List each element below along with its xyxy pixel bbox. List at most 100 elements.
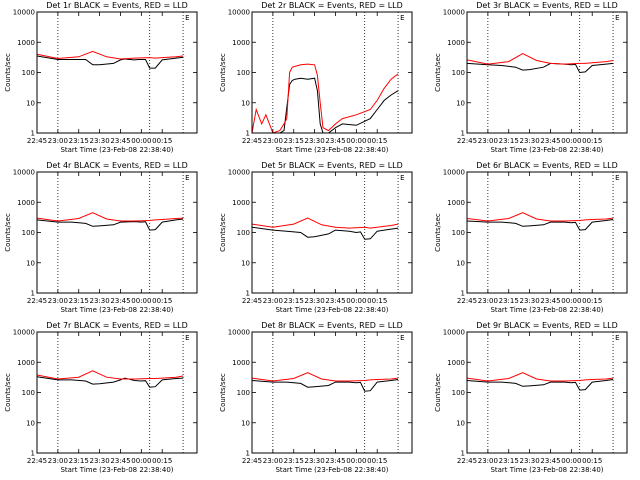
y-tick-label: 1000 (447, 359, 465, 367)
series-lld-line (37, 212, 184, 222)
y-tick-label: 100 (237, 229, 250, 237)
panel-1: Det 1r BLACK = Events, RED = LLD E 1 10 100 1… (4, 1, 198, 154)
x-tick-label: 00:15 (367, 297, 387, 305)
series-lld-line (467, 212, 614, 222)
e-marker-label: E (615, 14, 619, 22)
x-tick-label: 00:15 (152, 297, 172, 305)
x-tick-label: 00:15 (582, 297, 602, 305)
plot-frame (36, 171, 198, 294)
x-tick-label: 23:00 (478, 457, 498, 465)
y-axis-label: Counts/sec (434, 213, 442, 252)
y-tick-label: 1000 (17, 359, 35, 367)
x-tick-label: 00:00 (346, 297, 366, 305)
e-marker-label: E (185, 14, 189, 22)
y-tick-label: 100 (22, 389, 35, 397)
x-tick-label: 23:30 (520, 457, 540, 465)
plot-frame (36, 11, 198, 134)
y-tick-label: 10000 (228, 329, 250, 337)
y-tick-label: 10000 (13, 169, 35, 177)
series-events-line (467, 219, 614, 231)
y-tick-label: 10 (241, 99, 250, 107)
plot-frame (36, 331, 198, 454)
y-tick-label: 10 (26, 99, 35, 107)
e-marker-label: E (400, 334, 404, 342)
x-tick-label: 23:45 (325, 137, 345, 145)
e-marker-label: E (185, 174, 189, 182)
y-tick-label: 10 (241, 419, 250, 427)
y-tick-label: 1 (246, 130, 250, 138)
y-tick-label: 100 (452, 389, 465, 397)
x-tick-label: 23:15 (499, 297, 519, 305)
panel-title: Det 4r BLACK = Events, RED = LLD (46, 161, 188, 170)
x-tick-label: 23:15 (69, 457, 89, 465)
y-axis-label: Counts/sec (4, 53, 12, 92)
series-lld-line (252, 372, 399, 382)
x-tick-label: 23:45 (540, 457, 560, 465)
x-tick-label: 23:00 (263, 457, 283, 465)
y-tick-label: 1000 (232, 359, 250, 367)
x-tick-label: 23:00 (478, 297, 498, 305)
y-tick-label: 100 (452, 69, 465, 77)
x-axis-label: Start Time (23-Feb-08 22:38:40) (275, 146, 388, 154)
x-tick-label: 23:30 (90, 297, 110, 305)
x-tick-label: 00:00 (131, 457, 151, 465)
y-tick-label: 1000 (447, 39, 465, 47)
y-tick-label: 10 (26, 259, 35, 267)
y-axis-label: Counts/sec (219, 373, 227, 412)
x-tick-label: 23:00 (48, 137, 68, 145)
series-events-line (467, 62, 614, 74)
panel-title: Det 2r BLACK = Events, RED = LLD (261, 1, 403, 10)
y-tick-label: 10 (456, 419, 465, 427)
y-tick-label: 1 (31, 450, 35, 458)
panel-title: Det 9r BLACK = Events, RED = LLD (476, 321, 618, 330)
x-tick-label: 22:45 (27, 137, 47, 145)
x-tick-label: 23:30 (305, 137, 325, 145)
plot-frame (251, 331, 413, 454)
x-tick-label: 22:45 (457, 457, 477, 465)
x-tick-label: 23:45 (110, 457, 130, 465)
x-tick-label: 23:45 (325, 297, 345, 305)
x-tick-label: 23:00 (478, 137, 498, 145)
x-tick-label: 23:00 (48, 457, 68, 465)
x-axis-label: Start Time (23-Feb-08 22:38:40) (275, 306, 388, 314)
x-tick-label: 23:45 (110, 137, 130, 145)
x-tick-label: 00:15 (367, 137, 387, 145)
y-axis-label: Counts/sec (4, 373, 12, 412)
x-axis-label: Start Time (23-Feb-08 22:38:40) (275, 466, 388, 474)
series-events-line (467, 379, 614, 391)
x-tick-label: 00:15 (152, 137, 172, 145)
series-events-line (252, 226, 399, 240)
y-tick-label: 1 (31, 130, 35, 138)
y-tick-label: 100 (237, 69, 250, 77)
y-tick-label: 10000 (443, 9, 465, 17)
x-tick-label: 23:30 (520, 297, 540, 305)
y-tick-label: 10000 (13, 329, 35, 337)
x-tick-label: 23:15 (499, 457, 519, 465)
y-tick-label: 10 (26, 419, 35, 427)
panel-title: Det 7r BLACK = Events, RED = LLD (46, 321, 188, 330)
panel-title: Det 6r BLACK = Events, RED = LLD (476, 161, 618, 170)
y-tick-label: 10000 (228, 9, 250, 17)
y-tick-label: 1000 (232, 199, 250, 207)
y-tick-label: 1000 (17, 199, 35, 207)
y-tick-label: 100 (22, 229, 35, 237)
x-tick-label: 23:45 (540, 137, 560, 145)
y-tick-label: 10 (456, 99, 465, 107)
x-tick-label: 00:00 (131, 137, 151, 145)
series-events-line (37, 218, 184, 231)
x-tick-label: 23:30 (90, 457, 110, 465)
x-tick-label: 22:45 (27, 457, 47, 465)
panel-9: Det 9r BLACK = Events, RED = LLD E 1 10 100 1… (434, 321, 628, 474)
x-tick-label: 22:45 (242, 137, 262, 145)
y-tick-label: 10000 (443, 329, 465, 337)
x-tick-label: 23:15 (284, 297, 304, 305)
y-tick-label: 1 (246, 290, 250, 298)
x-tick-label: 23:15 (69, 297, 89, 305)
series-lld-line (252, 63, 399, 133)
y-tick-label: 1 (461, 450, 465, 458)
x-tick-label: 23:15 (499, 137, 519, 145)
x-tick-label: 23:30 (305, 297, 325, 305)
y-axis-label: Counts/sec (4, 213, 12, 252)
e-marker-label: E (400, 174, 404, 182)
y-tick-label: 10000 (228, 169, 250, 177)
